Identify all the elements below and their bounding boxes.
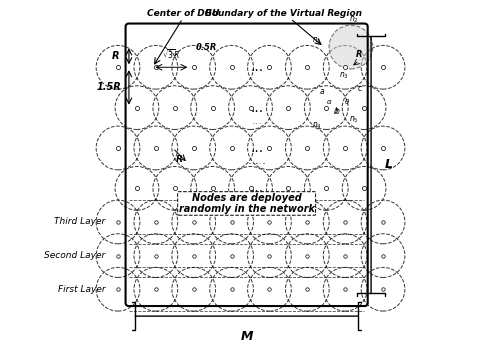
- Text: $n_3$: $n_3$: [339, 71, 349, 81]
- Text: ...: ...: [252, 116, 262, 126]
- Text: $n_1$: $n_1$: [312, 35, 322, 45]
- Text: Second Layer: Second Layer: [44, 251, 106, 260]
- Text: $n_4$: $n_4$: [312, 121, 322, 131]
- Text: 1.5R: 1.5R: [96, 83, 121, 93]
- Text: $n_5$: $n_5$: [350, 114, 359, 125]
- Text: Third Layer: Third Layer: [54, 217, 106, 226]
- Text: $\theta$: $\theta$: [344, 97, 350, 106]
- Text: ...: ...: [250, 141, 264, 155]
- Text: c: c: [357, 84, 362, 93]
- Text: Boundary of the Virtual Region: Boundary of the Virtual Region: [205, 9, 362, 18]
- Text: ...: ...: [250, 60, 264, 74]
- Text: M: M: [240, 330, 253, 343]
- Text: R: R: [176, 155, 183, 164]
- Text: Nodes are deployed
randomly in the network: Nodes are deployed randomly in the netwo…: [178, 193, 314, 214]
- Text: $\sqrt{3}R$: $\sqrt{3}R$: [162, 47, 180, 61]
- Text: . . .: . . .: [248, 157, 266, 166]
- Text: $\beta$: $\beta$: [332, 106, 339, 116]
- Text: Center of DGU: Center of DGU: [146, 9, 219, 18]
- Text: ...: ...: [250, 181, 264, 195]
- Text: $n_2$: $n_2$: [350, 15, 359, 25]
- Text: a: a: [320, 87, 324, 96]
- Text: First Layer: First Layer: [58, 285, 106, 294]
- Text: L: L: [384, 158, 392, 171]
- Text: ...: ...: [250, 100, 264, 115]
- Circle shape: [329, 25, 372, 69]
- Text: b: b: [335, 107, 340, 116]
- Text: R: R: [112, 51, 119, 61]
- Text: R: R: [356, 50, 362, 59]
- Text: $\alpha$: $\alpha$: [326, 98, 332, 106]
- Text: 0.5R: 0.5R: [196, 43, 217, 52]
- Text: ...: ...: [252, 157, 262, 166]
